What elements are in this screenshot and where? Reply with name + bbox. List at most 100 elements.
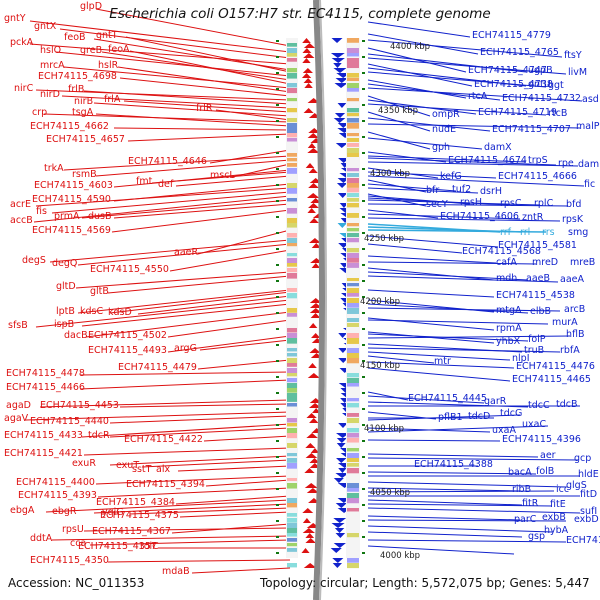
scale-tick: [276, 552, 279, 554]
scale-tick: [362, 104, 365, 106]
scale-tick: [362, 40, 365, 42]
reverse-gene-arrow: [308, 183, 319, 188]
forward-gene-labels: ECH74115_4779 ECH74115_4765 ftsY ECH7411…: [408, 30, 600, 546]
gene-label: yqiG: [102, 507, 124, 518]
feature-block: [347, 438, 359, 443]
feature-block: [287, 338, 297, 344]
gene-label: livM: [568, 67, 587, 78]
gene-label: tdcC: [528, 400, 550, 411]
scale-tick: [276, 72, 279, 74]
gene-label: exuT: [116, 460, 139, 471]
gene-label: uxaC: [522, 419, 546, 430]
forward-gene-arrow: [334, 113, 346, 118]
feature-block: [347, 88, 359, 92]
reverse-gene-arrow: [303, 108, 314, 113]
scale-tick: [362, 264, 365, 266]
feature-block: [287, 258, 297, 264]
gene-label: trkA: [44, 163, 64, 174]
gene-label: exbB: [542, 512, 566, 523]
reverse-gene-arrow: [308, 323, 318, 328]
gene-label: uxaA: [492, 425, 516, 436]
gene-label: fis: [36, 206, 47, 217]
reverse-gene-arrow: [311, 263, 321, 268]
feature-block: [347, 288, 359, 294]
gene-label: arcB: [564, 304, 585, 315]
gene-label: cafA: [496, 257, 517, 268]
feature-block: [287, 358, 297, 364]
reverse-gene-arrow: [306, 413, 317, 418]
gene-label: ggt: [548, 80, 564, 91]
gene-label: rtcB: [548, 108, 567, 119]
forward-gene-arrow: [333, 63, 342, 68]
gene-label: ECH74115_4476: [516, 361, 595, 372]
feature-block: [287, 378, 297, 383]
reverse-gene-arrow: [305, 443, 316, 448]
gene-label: pckA: [10, 37, 34, 48]
scale-tick: [362, 376, 365, 378]
scale-tick: [276, 296, 279, 298]
feature-block: [287, 108, 297, 113]
scale-tick: [276, 344, 279, 346]
scale-tick: [276, 200, 279, 202]
gene-label: ompR: [432, 109, 460, 120]
reverse-gene-arrow: [302, 508, 314, 513]
scale-tick: [362, 440, 365, 442]
feature-block: [347, 453, 359, 459]
feature-block: [347, 98, 359, 102]
gene-label: mrcA: [40, 60, 65, 71]
feature-block: [347, 558, 359, 563]
gene-label: gsp: [528, 531, 545, 542]
feature-block: [287, 48, 297, 54]
scale-tick: [276, 104, 279, 106]
gene-label: rpe: [558, 158, 574, 169]
forward-gene-arrow: [333, 68, 347, 73]
feature-block: [347, 318, 359, 323]
reverse-gene-labels: glpD gntY gntX pckA feoB gntT hslO greB …: [4, 1, 235, 577]
scale-tick: [362, 200, 365, 202]
feature-block: [347, 113, 359, 117]
feature-block: [347, 338, 359, 344]
feature-block: [287, 188, 297, 194]
gene-label: mtgA: [496, 305, 522, 316]
gene-label: nirC: [14, 83, 34, 94]
feature-block: [347, 413, 359, 417]
gene-label: alx: [156, 464, 170, 475]
feature-block: [287, 253, 297, 257]
feature-block: [287, 428, 297, 434]
feature-block: [347, 38, 359, 43]
feature-block: [287, 288, 297, 292]
gene-label: ECH74115_4367: [92, 526, 171, 537]
feature-block: [347, 178, 359, 184]
feature-block: [287, 348, 297, 352]
reverse-gene-arrow: [302, 518, 311, 523]
gene-label: ftsY: [564, 50, 582, 61]
gene-label: rrs: [542, 227, 555, 238]
reverse-gene-arrow: [303, 78, 313, 83]
gene-label: degS: [22, 255, 46, 266]
gene-label: ECH74115_4422: [124, 434, 203, 445]
gene-label: fitR: [522, 498, 539, 509]
feature-block: [347, 263, 359, 268]
reverse-gene-arrow: [309, 418, 319, 423]
scale-tick: [276, 168, 279, 170]
forward-gene-arrow: [333, 118, 346, 123]
feature-block: [287, 538, 297, 542]
gene-label: sufI: [580, 506, 597, 517]
reverse-gene-arrow: [310, 448, 320, 453]
scale-tick: [362, 504, 365, 506]
scale-tick: [362, 360, 365, 362]
feature-block: [287, 418, 297, 423]
gene-label: zntR: [522, 212, 544, 223]
feature-block: [347, 213, 359, 218]
kbp-tick-label: 4200 kbp: [360, 297, 400, 307]
gene-label: ECH74115_4569: [32, 225, 111, 236]
feature-block: [287, 563, 297, 568]
gene-label: tdcB: [556, 399, 578, 410]
scale-tick: [362, 184, 365, 186]
scale-tick: [276, 264, 279, 266]
feature-block: [287, 58, 297, 62]
feature-block: [347, 108, 359, 113]
feature-block: [347, 303, 359, 308]
reverse-gene-arrow: [303, 53, 315, 58]
gene-label: mscL: [210, 170, 235, 181]
